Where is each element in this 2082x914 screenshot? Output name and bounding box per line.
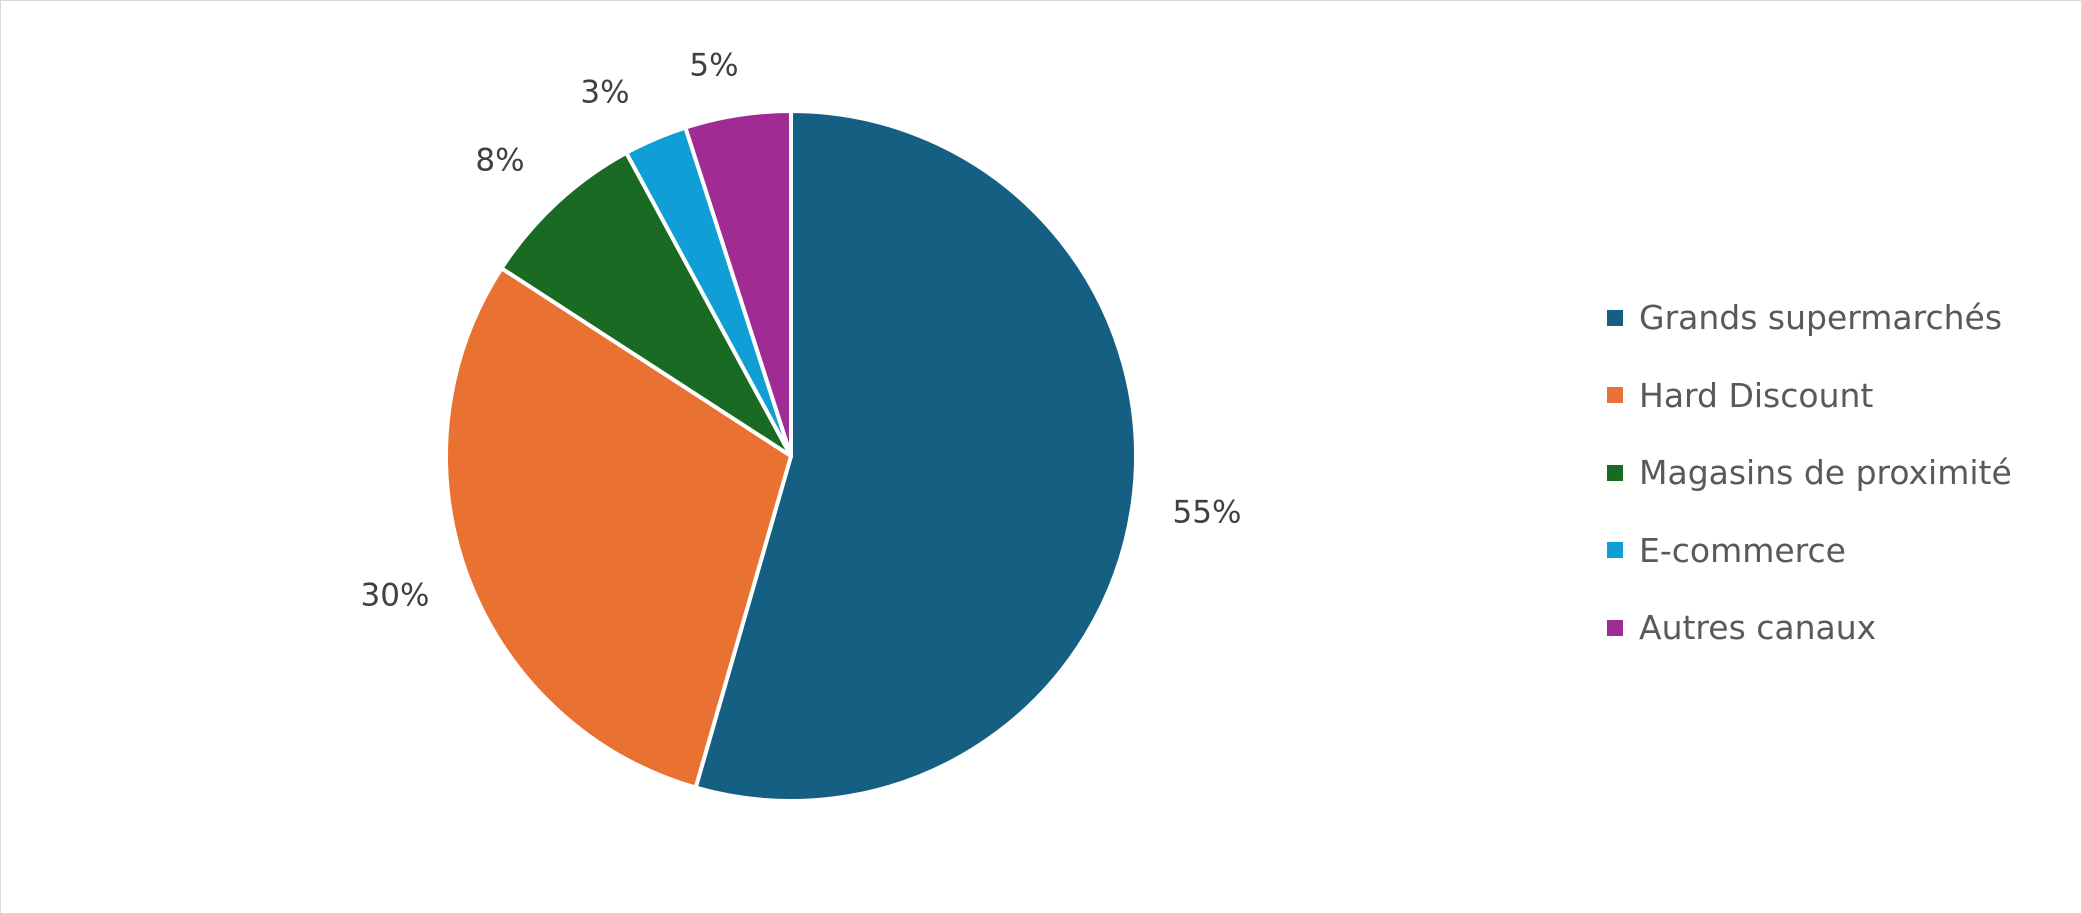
- pie-slice-2: [444, 266, 793, 790]
- legend-label: E-commerce: [1639, 530, 1846, 570]
- data-label: 3%: [580, 75, 629, 111]
- legend-swatch: [1607, 309, 1623, 326]
- data-label: 30%: [361, 578, 430, 614]
- legend-label: Autres canaux: [1639, 608, 1877, 648]
- pie-slice-1: [693, 109, 1138, 803]
- legend-label: Grands supermarchés: [1639, 298, 2003, 338]
- legend-label: Magasins de proximité: [1639, 453, 2012, 493]
- data-label: 55%: [1173, 495, 1242, 531]
- legend-label: Hard Discount: [1639, 375, 1874, 415]
- legend: Grands supermarchés Hard Discount Magasins…: [1607, 279, 2012, 667]
- legend-item: Hard Discount: [1607, 357, 2012, 435]
- data-label: 5%: [689, 48, 738, 84]
- legend-swatch: [1607, 542, 1623, 559]
- legend-item: E-commerce: [1607, 512, 2012, 590]
- legend-swatch: [1607, 387, 1623, 404]
- legend-item: Magasins de proximité: [1607, 434, 2012, 512]
- legend-item: Autres canaux: [1607, 589, 2012, 667]
- legend-swatch: [1607, 464, 1623, 481]
- pie-slice-3: [499, 150, 793, 458]
- legend-item: Grands supermarchés: [1607, 279, 2012, 357]
- pie-slice-5: [683, 109, 793, 458]
- data-label: 8%: [475, 143, 524, 179]
- legend-swatch: [1607, 619, 1623, 636]
